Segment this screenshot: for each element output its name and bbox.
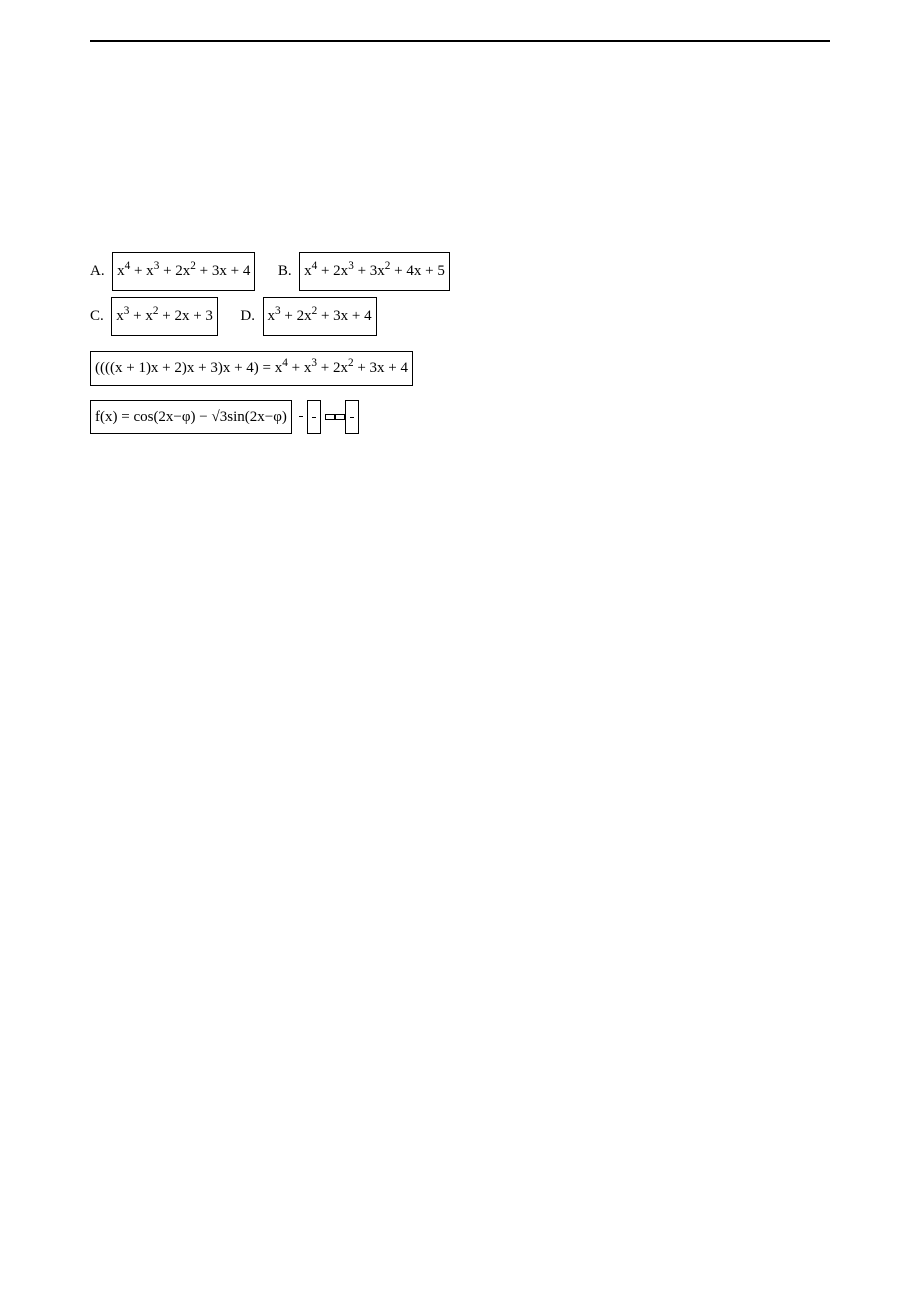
option-B-expr: x4 + 2x3 + 3x2 + 4x + 5 bbox=[299, 252, 450, 291]
q9-fx bbox=[335, 414, 345, 420]
option-row-2: C. x3 + x2 + 2x + 3 D. x3 + 2x2 + 3x + 4 bbox=[90, 297, 830, 336]
option-B-label: B. bbox=[278, 263, 296, 279]
q9-y-axis bbox=[325, 414, 335, 420]
top-rule bbox=[90, 40, 830, 42]
q9-shift-frac bbox=[307, 400, 321, 435]
option-A-expr: x4 + x3 + 2x2 + 3x + 4 bbox=[112, 252, 255, 291]
question-9: f(x) = cos(2x−φ) − √3sin(2x−φ) bbox=[90, 400, 830, 435]
answer-options: A. x4 + x3 + 2x2 + 3x + 4 B. x4 + 2x3 + … bbox=[90, 252, 830, 336]
q9-f-expr: f(x) = cos(2x−φ) − √3sin(2x−φ) bbox=[90, 400, 292, 435]
option-row-1: A. x4 + x3 + 2x2 + 3x + 4 B. x4 + 2x3 + … bbox=[90, 252, 830, 291]
q9-interval bbox=[345, 400, 359, 435]
final-expr-line: ((((x + 1)x + 2)x + 3)x + 4) = x4 + x3 +… bbox=[90, 351, 830, 386]
option-D-expr: x3 + 2x2 + 3x + 4 bbox=[263, 297, 377, 336]
option-C-label: C. bbox=[90, 308, 108, 324]
final-expr: ((((x + 1)x + 2)x + 3)x + 4) = x4 + x3 +… bbox=[90, 351, 413, 386]
option-C-expr: x3 + x2 + 2x + 3 bbox=[111, 297, 218, 336]
q9-phi-frac bbox=[299, 416, 303, 417]
option-A-label: A. bbox=[90, 263, 108, 279]
option-D-label: D. bbox=[240, 308, 258, 324]
flowchart bbox=[110, 82, 830, 232]
